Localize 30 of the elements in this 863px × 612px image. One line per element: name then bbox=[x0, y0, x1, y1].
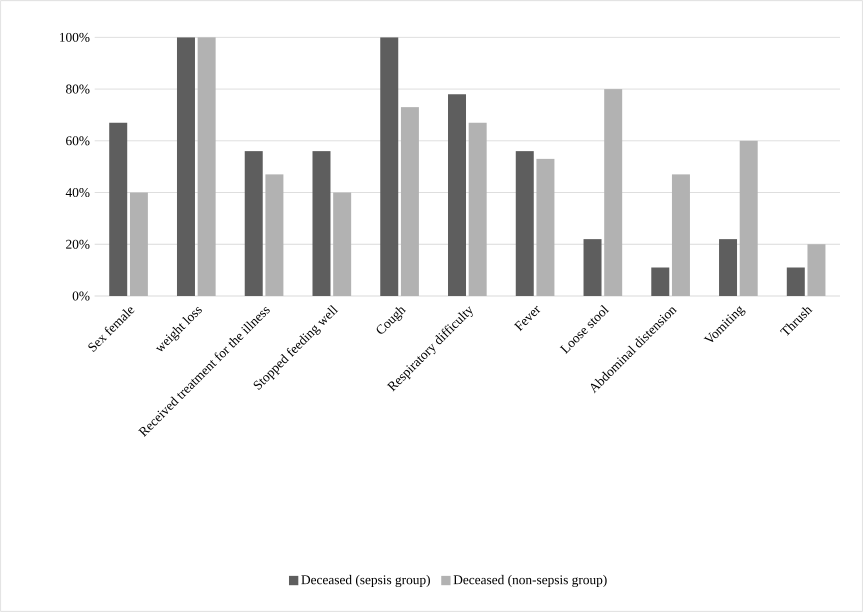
bar bbox=[448, 94, 466, 296]
y-tick-label: 20% bbox=[66, 240, 90, 249]
bar bbox=[672, 174, 690, 296]
bar bbox=[176, 37, 195, 296]
bar bbox=[584, 239, 602, 296]
bar bbox=[244, 151, 263, 296]
bar bbox=[740, 140, 758, 296]
y-tick-label: 0% bbox=[72, 291, 90, 301]
bar bbox=[651, 268, 670, 296]
bar bbox=[807, 244, 826, 296]
bar bbox=[786, 268, 805, 296]
y-tick-label: 40% bbox=[66, 188, 90, 198]
bar bbox=[130, 192, 148, 296]
bar bbox=[468, 122, 487, 296]
bar bbox=[604, 89, 622, 296]
bar bbox=[719, 239, 738, 296]
bar bbox=[536, 158, 554, 296]
bar bbox=[516, 151, 534, 296]
legend-label: Deceased (non-sepsis group) bbox=[454, 574, 607, 588]
y-tick-label: 80% bbox=[66, 84, 90, 94]
bar bbox=[265, 174, 284, 296]
bar bbox=[400, 107, 419, 296]
bar bbox=[380, 37, 398, 296]
bar bbox=[198, 37, 216, 296]
legend-label: Deceased (sepsis group) bbox=[301, 574, 430, 588]
bar bbox=[109, 122, 128, 296]
bar bbox=[333, 192, 352, 296]
y-tick-label: 100% bbox=[60, 32, 90, 42]
y-tick-label: 60% bbox=[66, 136, 90, 146]
bar bbox=[312, 151, 330, 296]
